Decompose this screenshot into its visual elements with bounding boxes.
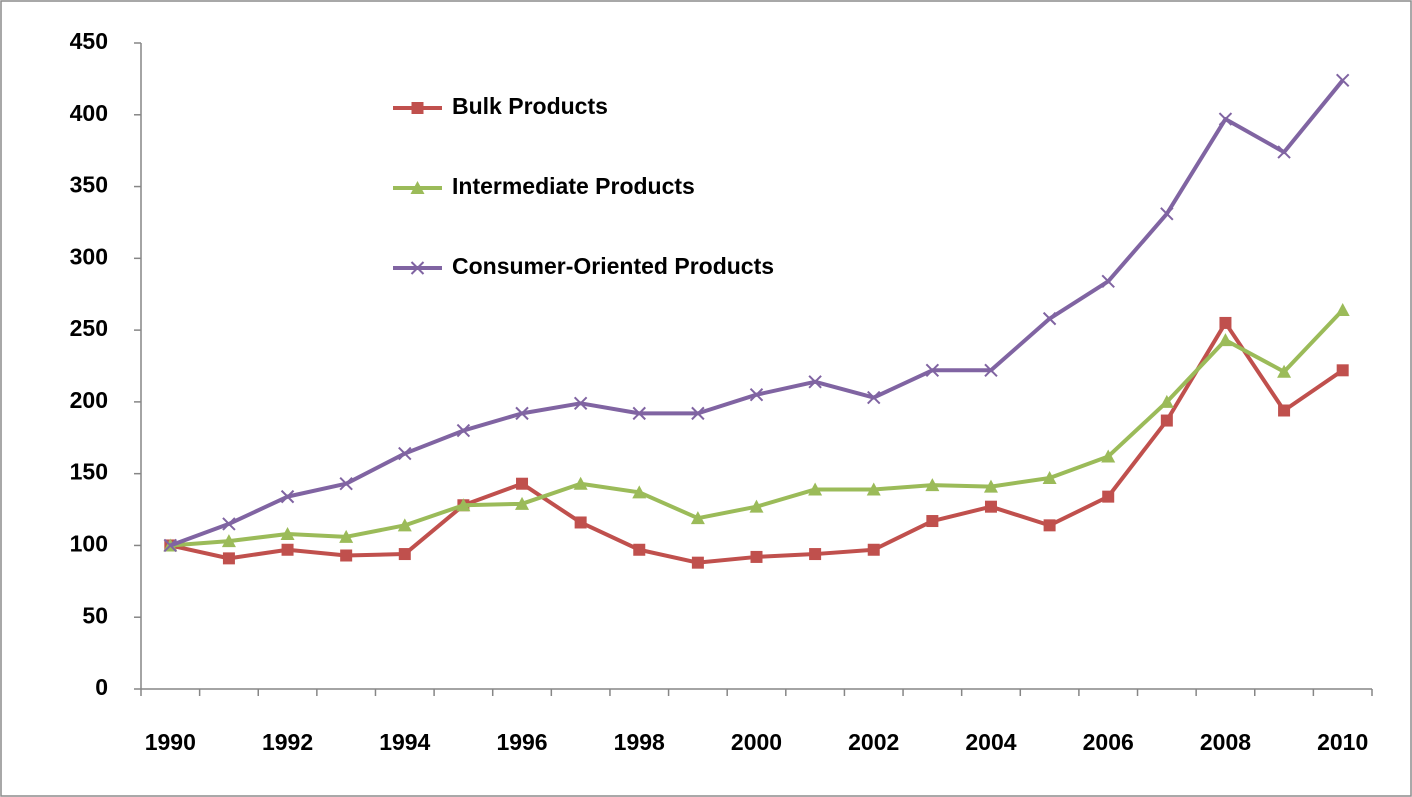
marker <box>1336 364 1349 377</box>
y-tick-label: 100 <box>70 531 108 557</box>
marker <box>867 543 880 556</box>
marker <box>410 261 425 275</box>
marker <box>456 498 471 512</box>
marker <box>339 529 354 543</box>
marker <box>925 478 940 492</box>
marker <box>1102 490 1115 503</box>
x-tick-label: 1994 <box>379 729 430 755</box>
y-tick-label: 150 <box>70 459 108 485</box>
y-tick-label: 0 <box>95 674 108 700</box>
marker <box>632 485 647 499</box>
marker <box>1277 145 1291 159</box>
marker <box>691 556 704 569</box>
marker <box>1042 311 1057 326</box>
marker <box>573 476 588 490</box>
marker <box>1159 394 1174 408</box>
y-tick-label: 250 <box>70 315 108 341</box>
marker <box>1277 364 1292 378</box>
y-tick-label: 350 <box>70 172 108 198</box>
marker <box>221 534 236 548</box>
marker <box>690 511 705 525</box>
x-tick-label: 1998 <box>614 729 665 755</box>
marker <box>1335 73 1350 88</box>
marker <box>1160 207 1174 221</box>
marker <box>1160 414 1173 427</box>
marker <box>633 543 646 556</box>
marker <box>1218 333 1233 347</box>
marker <box>398 446 412 461</box>
marker <box>410 181 425 194</box>
marker <box>809 548 822 561</box>
marker <box>1219 316 1232 329</box>
marker <box>411 102 424 114</box>
marker <box>163 538 178 553</box>
marker <box>1101 449 1116 463</box>
marker <box>749 388 764 402</box>
y-tick-label: 50 <box>82 602 108 628</box>
marker <box>691 406 705 421</box>
y-tick-label: 300 <box>70 243 108 269</box>
marker <box>808 375 822 389</box>
marker <box>340 549 353 562</box>
marker <box>1101 274 1115 289</box>
legend-label: Consumer-Oriented Products <box>452 253 774 279</box>
marker <box>574 516 587 529</box>
y-tick-label: 200 <box>70 387 108 413</box>
x-tick-label: 2000 <box>731 729 782 755</box>
marker <box>750 550 763 563</box>
marker <box>983 479 998 493</box>
x-tick-label: 2006 <box>1083 729 1134 755</box>
marker <box>1218 112 1233 126</box>
y-tick-label: 400 <box>70 100 108 126</box>
legend-label: Bulk Products <box>452 93 608 119</box>
marker <box>632 406 646 421</box>
marker <box>867 390 881 405</box>
legend-label: Intermediate Products <box>452 173 695 199</box>
marker <box>397 518 412 532</box>
marker <box>926 515 939 528</box>
marker <box>984 363 998 378</box>
marker <box>222 517 236 531</box>
marker <box>1042 470 1057 484</box>
marker <box>573 396 588 411</box>
marker <box>398 548 411 561</box>
marker <box>280 489 295 504</box>
x-tick-label: 2008 <box>1200 729 1251 755</box>
x-tick-label: 1996 <box>496 729 547 755</box>
marker <box>866 482 881 496</box>
marker <box>281 543 294 556</box>
marker <box>516 477 529 490</box>
marker <box>515 496 530 510</box>
marker <box>984 500 997 513</box>
marker <box>749 499 764 513</box>
marker <box>222 552 235 565</box>
marker <box>339 477 353 491</box>
marker <box>808 482 823 496</box>
marker <box>515 406 529 421</box>
x-tick-label: 1992 <box>262 729 313 755</box>
marker <box>1043 519 1056 532</box>
marker <box>280 526 295 540</box>
x-tick-label: 2010 <box>1317 729 1368 755</box>
x-tick-label: 2004 <box>965 729 1016 755</box>
marker <box>1278 404 1291 417</box>
x-tick-label: 1990 <box>145 729 196 755</box>
marker <box>456 423 471 438</box>
marker <box>1335 303 1350 317</box>
x-tick-label: 2002 <box>848 729 899 755</box>
y-tick-label: 450 <box>70 28 108 54</box>
marker <box>925 363 940 378</box>
